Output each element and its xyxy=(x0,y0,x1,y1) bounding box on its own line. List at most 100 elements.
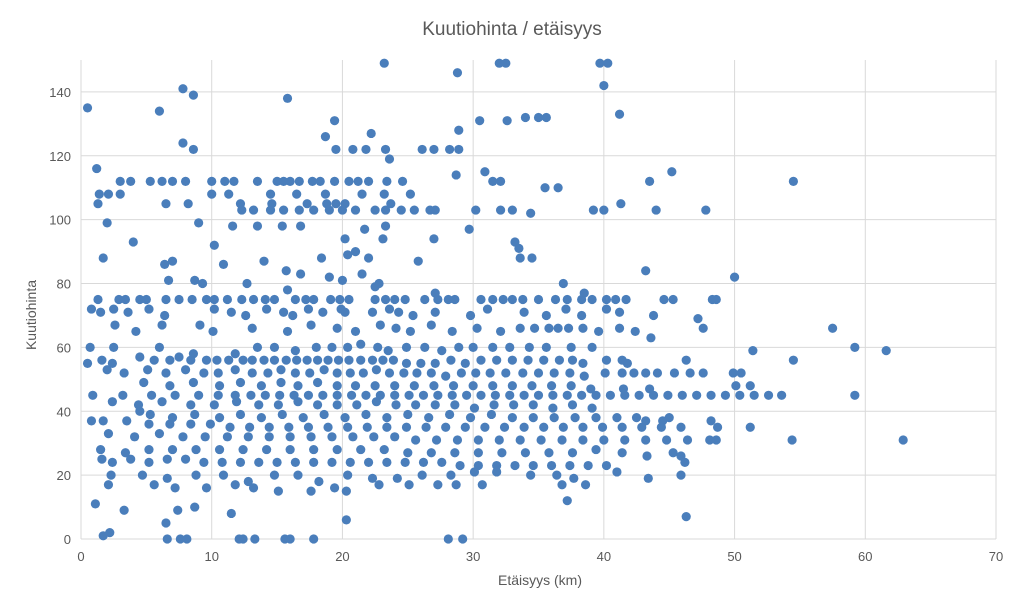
data-point xyxy=(102,218,112,228)
data-point xyxy=(676,470,686,480)
data-point xyxy=(190,409,200,420)
data-point xyxy=(269,342,280,352)
data-point xyxy=(340,307,350,317)
data-point xyxy=(98,253,108,263)
data-point xyxy=(634,390,644,400)
data-point xyxy=(195,320,205,330)
data-point xyxy=(420,294,430,305)
data-point xyxy=(144,457,154,467)
data-point xyxy=(546,460,557,471)
data-point xyxy=(370,381,380,391)
data-point xyxy=(476,355,486,365)
data-point xyxy=(749,390,759,400)
data-point xyxy=(477,480,487,490)
data-point xyxy=(544,323,554,333)
data-point xyxy=(400,457,410,467)
data-point xyxy=(405,326,415,337)
data-point xyxy=(712,422,723,432)
data-point xyxy=(614,307,625,317)
data-point xyxy=(549,413,559,423)
data-point xyxy=(597,422,608,432)
data-point xyxy=(224,189,234,199)
data-point xyxy=(329,483,340,493)
data-point xyxy=(473,435,483,445)
data-point xyxy=(285,176,295,186)
data-point xyxy=(375,320,385,330)
data-point xyxy=(663,390,673,400)
data-point xyxy=(667,167,677,177)
data-point xyxy=(540,183,550,193)
data-point xyxy=(630,326,640,337)
data-point xyxy=(601,460,612,471)
data-point xyxy=(437,457,447,467)
data-point xyxy=(382,176,392,186)
data-point xyxy=(668,294,678,305)
data-point xyxy=(405,189,415,199)
data-point xyxy=(207,176,217,186)
data-point xyxy=(332,444,342,455)
data-point xyxy=(720,390,731,400)
data-point xyxy=(335,294,345,305)
data-point xyxy=(465,413,476,423)
data-point xyxy=(578,422,588,432)
data-point xyxy=(178,432,188,442)
data-point xyxy=(562,390,572,400)
data-point xyxy=(154,342,165,352)
data-point xyxy=(515,253,525,263)
data-point xyxy=(269,470,280,480)
data-point xyxy=(187,294,197,305)
data-point xyxy=(680,457,690,467)
data-point xyxy=(553,183,563,193)
data-point xyxy=(353,176,363,186)
data-point xyxy=(380,221,391,231)
gridlines xyxy=(80,60,997,540)
data-point xyxy=(135,294,145,305)
data-point xyxy=(473,448,483,458)
data-point xyxy=(881,345,891,356)
data-point xyxy=(226,508,236,519)
data-point xyxy=(237,205,247,215)
data-point xyxy=(260,294,270,305)
data-point xyxy=(527,253,537,263)
data-point xyxy=(646,333,656,343)
data-point xyxy=(578,435,588,445)
data-point xyxy=(380,144,391,155)
data-point xyxy=(332,400,342,410)
data-point xyxy=(345,368,355,378)
data-point xyxy=(315,176,325,186)
data-point xyxy=(617,422,627,432)
data-point xyxy=(276,365,286,375)
data-point xyxy=(371,365,382,375)
data-point xyxy=(126,454,136,464)
data-point xyxy=(498,294,508,305)
data-point xyxy=(390,381,400,391)
data-point xyxy=(497,448,507,458)
data-point xyxy=(400,294,410,305)
data-point xyxy=(528,413,538,423)
data-point xyxy=(361,390,371,400)
x-axis-label: Etäisyys (km) xyxy=(498,572,582,588)
data-point xyxy=(298,413,308,423)
data-point xyxy=(314,476,324,487)
data-point xyxy=(471,368,481,378)
data-point xyxy=(519,422,529,432)
data-point xyxy=(566,342,576,352)
data-point xyxy=(348,432,358,442)
data-point xyxy=(486,409,497,420)
data-point xyxy=(599,205,609,215)
data-point xyxy=(492,467,502,477)
data-point xyxy=(501,368,511,378)
data-point xyxy=(284,422,294,432)
data-point xyxy=(605,390,615,400)
data-point xyxy=(736,368,746,378)
data-point xyxy=(363,457,374,467)
data-point xyxy=(344,176,354,186)
data-point xyxy=(495,205,506,215)
data-point xyxy=(294,205,304,215)
data-point xyxy=(482,304,493,314)
data-point xyxy=(384,304,395,314)
data-point xyxy=(420,342,430,352)
data-point xyxy=(149,355,159,365)
data-point xyxy=(450,294,460,305)
data-point xyxy=(277,221,287,231)
